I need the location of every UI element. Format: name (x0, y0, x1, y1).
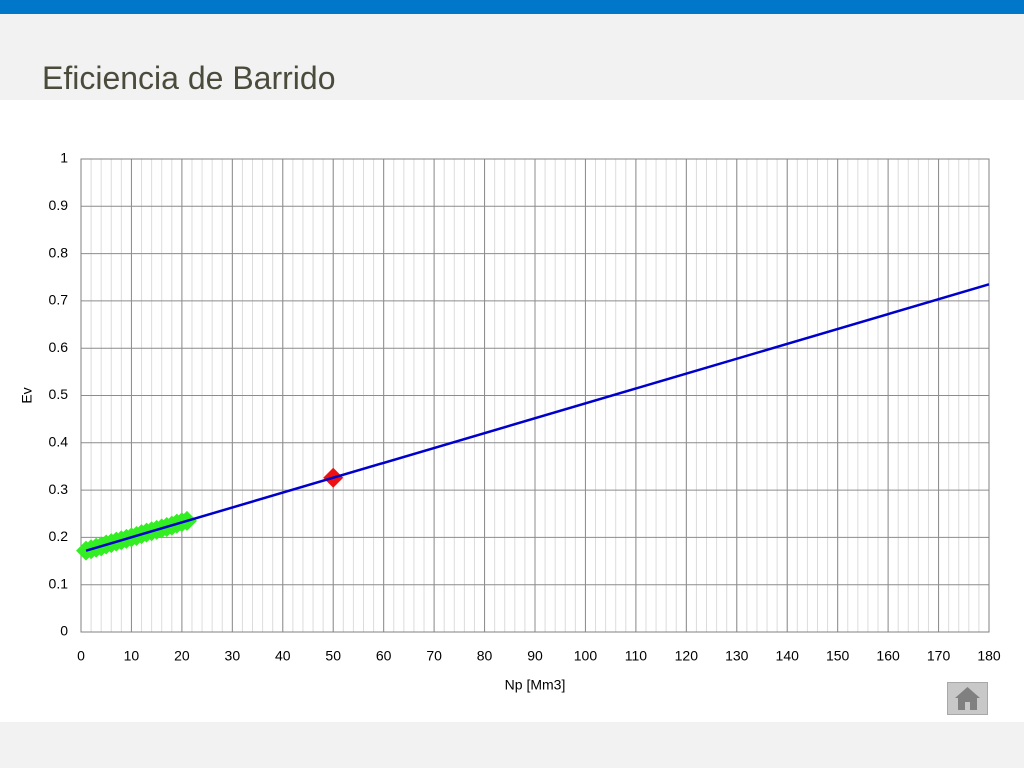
x-tick-label: 150 (826, 648, 850, 664)
slide-title: Eficiencia de Barrido (42, 60, 336, 96)
x-tick-label: 130 (725, 648, 749, 664)
x-tick-label: 30 (225, 648, 241, 664)
y-axis-label: Ev (19, 387, 35, 403)
x-tick-label: 110 (625, 648, 648, 664)
y-tick-label: 0.5 (49, 386, 69, 402)
x-tick-label: 20 (174, 648, 190, 664)
y-tick-label: 0.3 (49, 481, 69, 497)
x-tick-label: 0 (77, 648, 85, 664)
x-tick-label: 90 (527, 648, 543, 664)
home-button[interactable] (947, 682, 988, 715)
x-tick-label: 70 (426, 648, 442, 664)
y-tick-label: 0.6 (49, 339, 69, 355)
door (965, 702, 970, 710)
footer (0, 722, 1024, 768)
plot-frame (80, 158, 990, 633)
x-tick-label: 180 (977, 648, 1001, 664)
x-tick-label: 50 (325, 648, 341, 664)
y-tick-label: 0.7 (49, 292, 69, 308)
y-tick-label: 0.2 (49, 528, 69, 544)
y-tick-label: 0.9 (49, 197, 69, 213)
x-tick-label: 80 (477, 648, 493, 664)
y-tick-label: 0 (60, 623, 68, 639)
x-tick-label: 40 (275, 648, 291, 664)
y-tick-label: 0.4 (49, 434, 69, 450)
x-tick-label: 120 (675, 648, 699, 664)
x-axis-label: Np [Mm3] (505, 677, 566, 693)
x-tick-label: 160 (876, 648, 900, 664)
x-tick-label: 10 (124, 648, 140, 664)
x-tick-label: 100 (574, 648, 598, 664)
x-tick-label: 170 (927, 648, 951, 664)
data-line (85, 283, 990, 552)
x-tick-label: 140 (776, 648, 800, 664)
y-tick-label: 1 (60, 150, 68, 166)
y-tick-label: 0.1 (49, 575, 69, 591)
home-icon (955, 687, 980, 710)
x-tick-label: 60 (376, 648, 392, 664)
header (0, 14, 1024, 100)
house (955, 687, 980, 710)
y-tick-label: 0.8 (49, 244, 69, 260)
chart: 00.10.20.30.40.50.60.70.80.910 10 20 30 40 50… (19, 150, 1001, 693)
top-bar (0, 0, 1024, 14)
